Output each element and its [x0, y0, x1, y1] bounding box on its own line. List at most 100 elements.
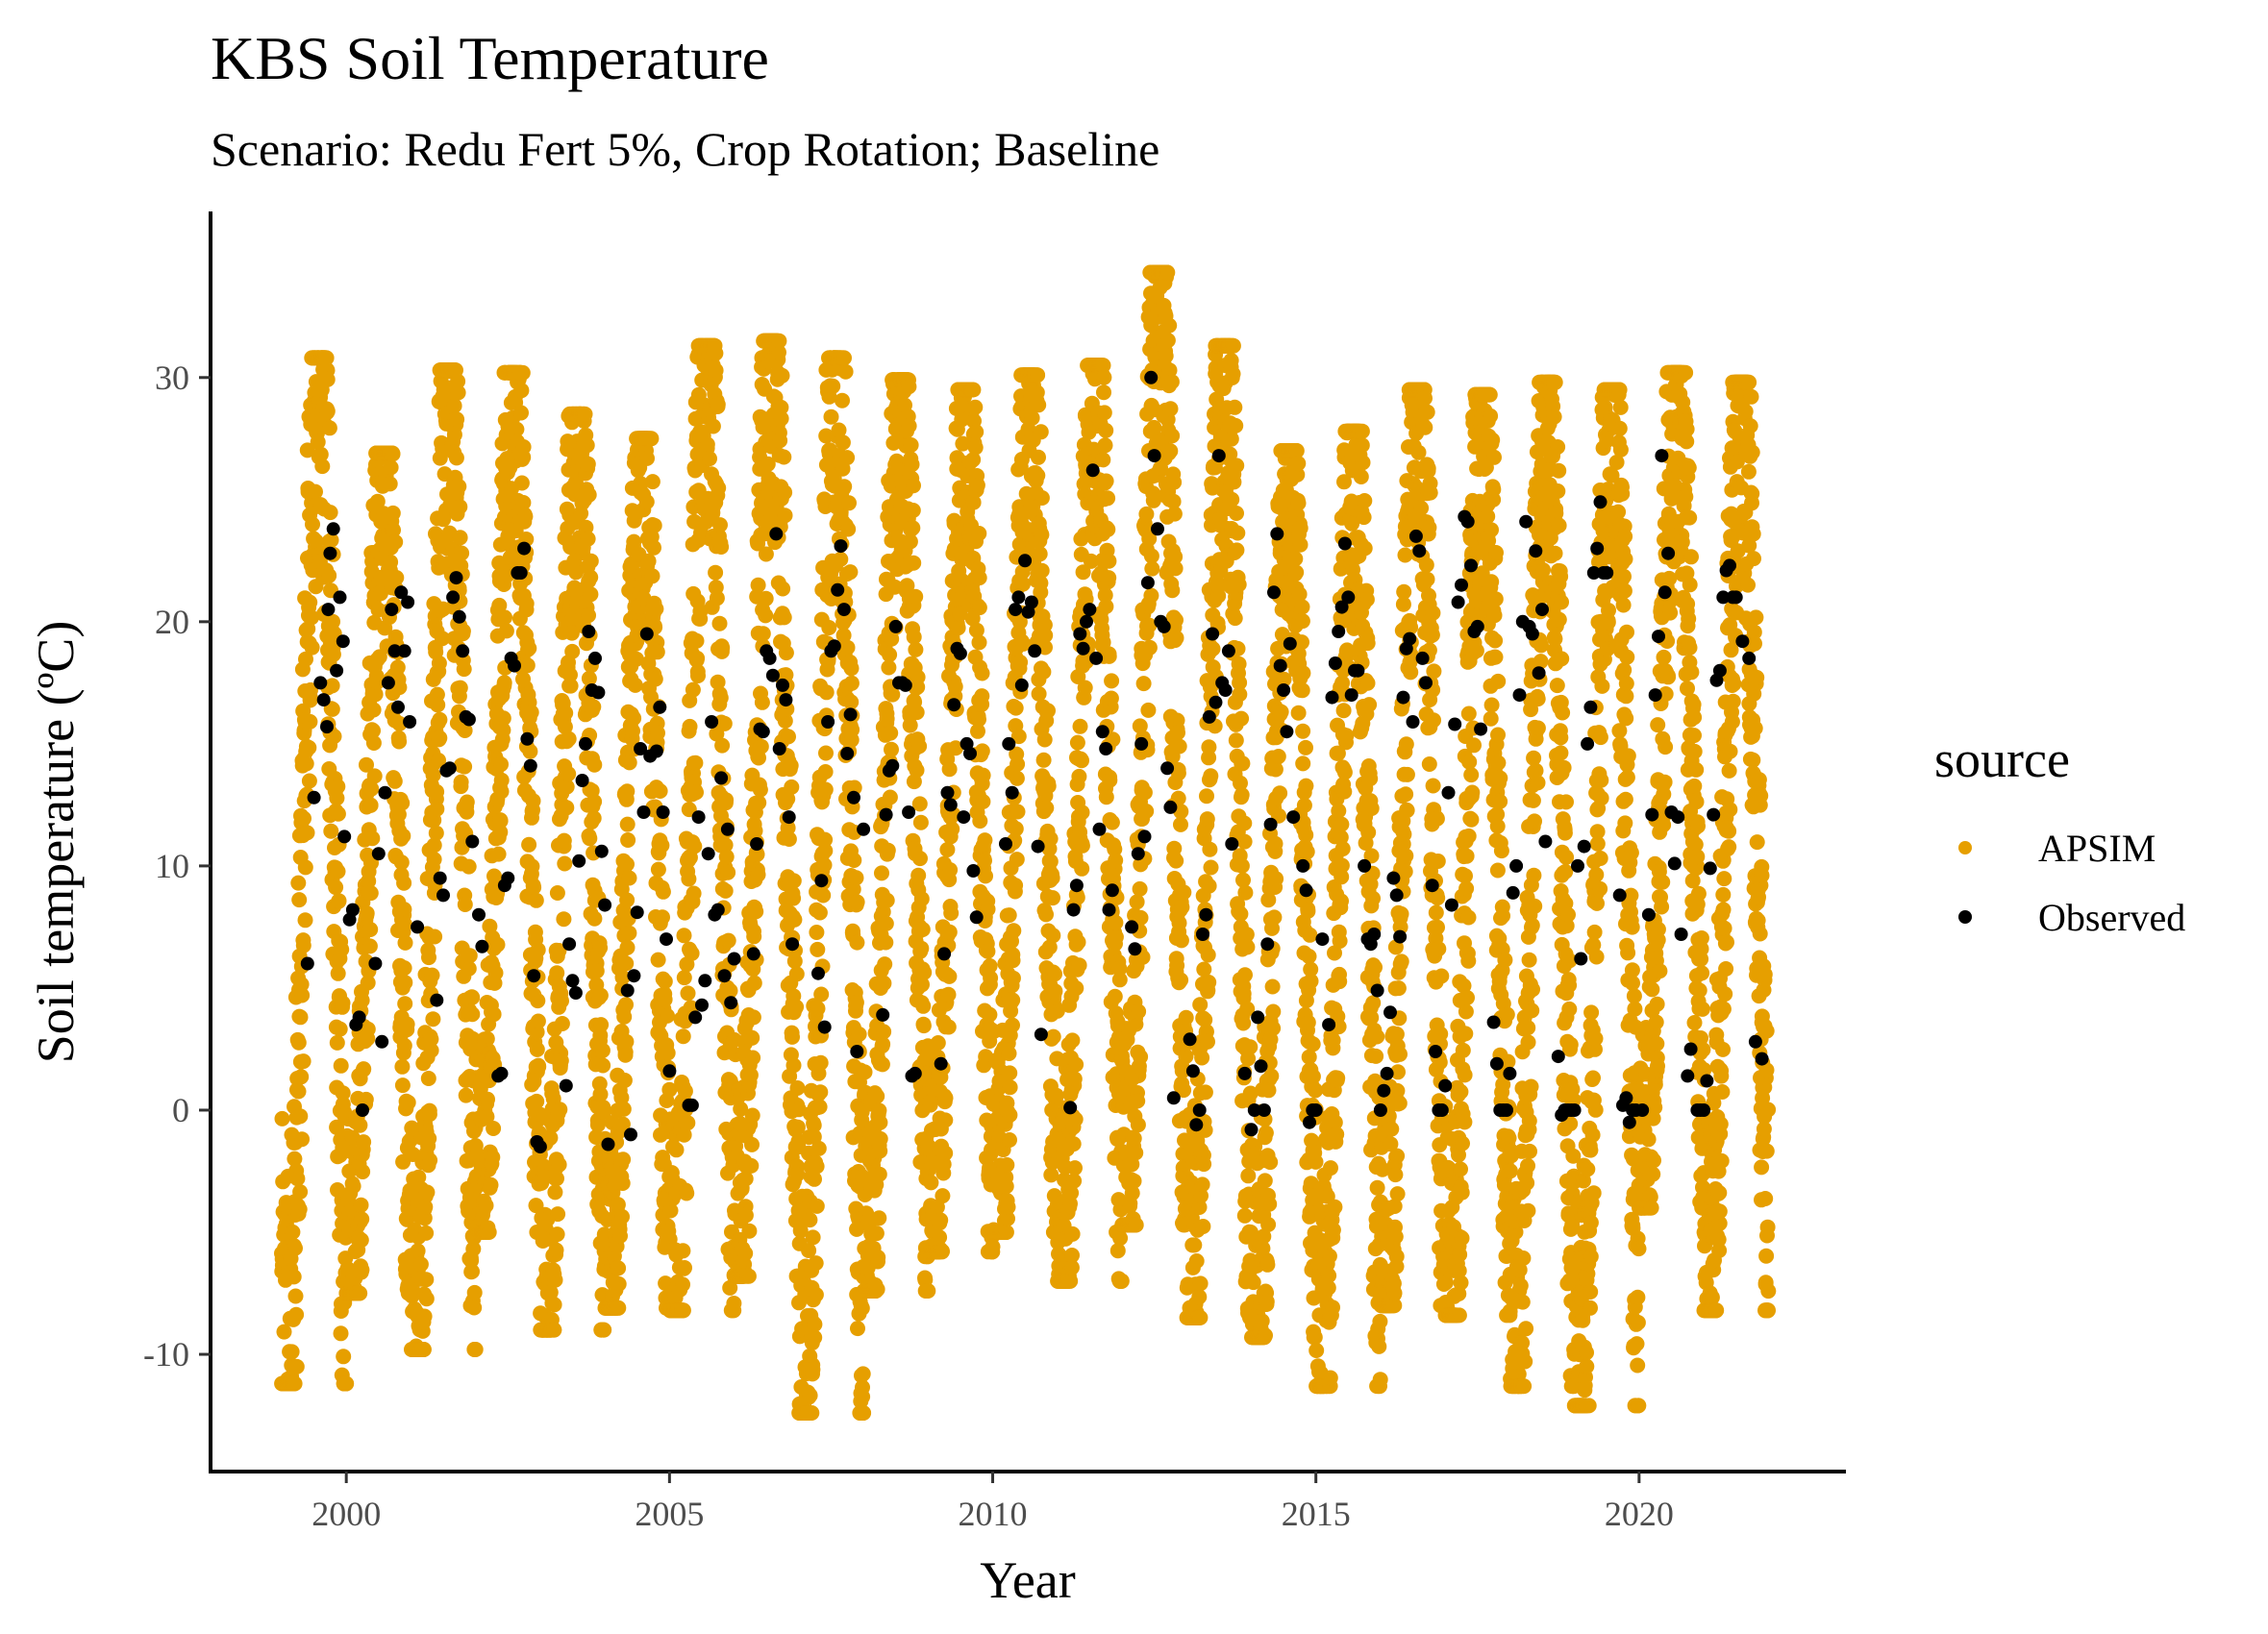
- apsim-point: [289, 1171, 306, 1187]
- apsim-point: [529, 1041, 545, 1057]
- apsim-point: [583, 553, 599, 569]
- apsim-point: [391, 680, 408, 696]
- apsim-point: [972, 813, 988, 829]
- apsim-point: [843, 675, 860, 691]
- apsim-point: [941, 761, 958, 778]
- apsim-point: [1141, 639, 1158, 656]
- apsim-point: [684, 945, 700, 961]
- apsim-point: [619, 816, 636, 832]
- apsim-point: [564, 643, 581, 659]
- apsim-point: [362, 797, 379, 813]
- apsim-point: [432, 730, 448, 746]
- apsim-point: [325, 646, 341, 662]
- apsim-point: [783, 757, 799, 774]
- apsim-point: [301, 739, 317, 755]
- apsim-point: [660, 1045, 676, 1061]
- apsim-point: [619, 783, 636, 800]
- apsim-point: [620, 832, 636, 848]
- apsim-point: [785, 890, 802, 906]
- apsim-point: [418, 1272, 435, 1288]
- apsim-point: [547, 1184, 563, 1201]
- apsim-point: [293, 1069, 310, 1085]
- apsim-point: [318, 350, 335, 366]
- apsim-point: [526, 879, 542, 896]
- apsim-point: [285, 1224, 301, 1240]
- apsim-point: [650, 861, 666, 878]
- apsim-point: [483, 1176, 499, 1193]
- apsim-point: [871, 1166, 887, 1182]
- apsim-point: [967, 399, 984, 415]
- apsim-point: [974, 743, 990, 759]
- apsim-point: [333, 1057, 349, 1074]
- apsim-point: [323, 823, 339, 839]
- apsim-point: [1074, 837, 1090, 854]
- apsim-point: [334, 941, 350, 957]
- apsim-point: [429, 783, 445, 800]
- apsim-point: [940, 986, 957, 1003]
- apsim-point: [906, 555, 922, 571]
- apsim-point: [558, 705, 574, 721]
- apsim-point: [619, 939, 636, 955]
- apsim-point: [586, 699, 602, 715]
- apsim-point: [359, 905, 375, 922]
- apsim-point: [1066, 1071, 1083, 1087]
- apsim-point: [1074, 805, 1090, 821]
- apsim-point: [364, 830, 381, 847]
- apsim-point: [1031, 397, 1047, 413]
- apsim-point: [1096, 405, 1112, 421]
- apsim-point: [720, 932, 736, 949]
- apsim-point: [295, 937, 312, 953]
- apsim-point: [876, 976, 892, 991]
- apsim-point: [514, 364, 531, 381]
- apsim-point: [1108, 914, 1124, 930]
- apsim-point: [1132, 880, 1148, 897]
- apsim-point: [842, 564, 859, 581]
- apsim-point: [1111, 972, 1128, 988]
- apsim-point: [807, 1171, 822, 1187]
- apsim-point: [557, 719, 573, 735]
- apsim-point: [712, 690, 729, 706]
- apsim-point: [744, 1136, 760, 1152]
- apsim-point: [396, 875, 412, 891]
- apsim-point: [1005, 953, 1021, 969]
- apsim-point: [294, 1131, 310, 1148]
- apsim-point: [1143, 587, 1159, 604]
- apsim-point: [358, 1091, 374, 1107]
- apsim-point: [556, 832, 572, 849]
- apsim-point: [657, 991, 673, 1007]
- apsim-point: [314, 458, 331, 475]
- apsim-point: [367, 686, 384, 703]
- apsim-point: [1048, 1087, 1064, 1103]
- apsim-point: [297, 859, 313, 876]
- apsim-point: [913, 891, 930, 907]
- apsim-point: [1103, 690, 1119, 706]
- apsim-point: [879, 892, 895, 908]
- apsim-point: [870, 1250, 886, 1266]
- apsim-point: [1030, 367, 1046, 384]
- apsim-point: [580, 531, 596, 547]
- apsim-point: [554, 1016, 570, 1031]
- apsim-point: [355, 1164, 371, 1179]
- apsim-point: [802, 1212, 818, 1228]
- apsim-point: [1033, 424, 1049, 440]
- apsim-point: [1009, 852, 1025, 868]
- apsim-point: [785, 1028, 800, 1045]
- apsim-point: [304, 639, 320, 656]
- apsim-point: [420, 1071, 436, 1086]
- apsim-point: [332, 1021, 348, 1037]
- apsim-point: [1009, 770, 1025, 786]
- apsim-point: [1126, 1173, 1142, 1189]
- apsim-point: [430, 697, 446, 713]
- apsim-point: [908, 641, 924, 657]
- apsim-point: [305, 516, 320, 532]
- apsim-point: [687, 755, 704, 771]
- apsim-point: [530, 1013, 546, 1029]
- apsim-point: [487, 965, 504, 981]
- apsim-point: [837, 363, 854, 380]
- apsim-point: [426, 852, 442, 868]
- apsim-point: [531, 1058, 547, 1075]
- apsim-point: [589, 1117, 606, 1133]
- apsim-point: [784, 779, 800, 795]
- apsim-point: [288, 1306, 305, 1323]
- apsim-point: [612, 1227, 628, 1244]
